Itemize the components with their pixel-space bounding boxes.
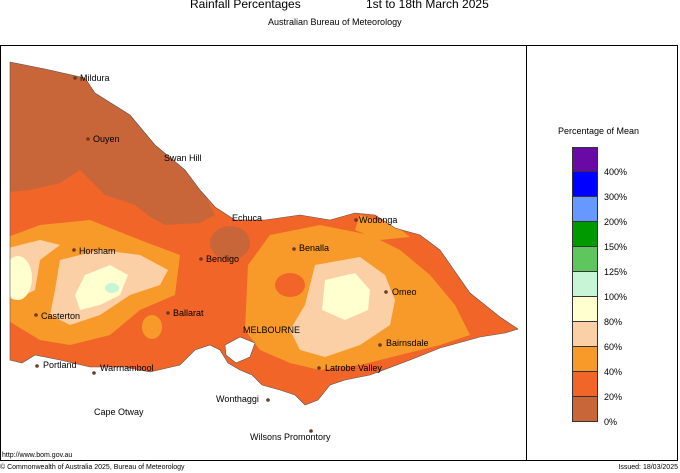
map-period: 1st to 18th March 2025 <box>366 0 489 11</box>
legend-swatch <box>572 347 598 372</box>
place-label-warrnambool: Warrnambool <box>100 363 154 373</box>
legend-swatch <box>572 197 598 222</box>
legend-title: Percentage of Mean <box>558 126 640 136</box>
legend-swatch <box>572 222 598 247</box>
place-label-horsham: Horsham <box>79 246 116 256</box>
map-title: Rainfall Percentages <box>190 0 301 11</box>
legend-swatch <box>572 247 598 272</box>
legend-label: 100% <box>604 292 628 302</box>
place-label-ouyen: Ouyen <box>93 134 120 144</box>
legend-label: 125% <box>604 267 628 277</box>
place-label-ballarat: Ballarat <box>173 308 204 318</box>
place-label-bendigo: Bendigo <box>206 254 240 264</box>
legend-swatch <box>572 172 598 197</box>
footer-url: http://www.bom.gov.au <box>2 452 73 459</box>
place-label-latrobe-valley: Latrobe Valley <box>325 363 382 373</box>
place-label-echuca: Echuca <box>232 213 263 223</box>
legend-swatch <box>572 272 598 297</box>
agency-subtitle: Australian Bureau of Meteorology <box>268 17 402 27</box>
place-label-swan-hill: Swan Hill <box>164 153 202 163</box>
place-label-bairnsdale: Bairnsdale <box>386 338 429 348</box>
title-row: Rainfall Percentages 1st to 18th March 2… <box>0 0 680 12</box>
place-label-melbourne: MELBOURNE <box>243 325 301 335</box>
legend-label: 60% <box>604 342 623 352</box>
footer-issued: Issued: 18/03/2025 <box>618 464 678 471</box>
legend-swatch <box>572 397 598 422</box>
legend-label: 20% <box>604 392 623 402</box>
map-frame <box>0 45 678 461</box>
legend-label: 0% <box>604 417 618 427</box>
legend-label: 80% <box>604 317 623 327</box>
legend-label: 400% <box>604 167 628 177</box>
place-label-omeo: Omeo <box>392 287 417 297</box>
legend-swatch <box>572 372 598 397</box>
place-label-wonthaggi: Wonthaggi <box>216 394 259 404</box>
place-label-casterton: Casterton <box>41 311 81 321</box>
place-label-wodonga: Wodonga <box>359 215 398 225</box>
place-label-mildura: Mildura <box>80 73 110 83</box>
place-dots <box>34 76 388 433</box>
legend-swatch <box>572 297 598 322</box>
place-label-cape-otway: Cape Otway <box>94 407 144 417</box>
legend-swatch <box>572 322 598 347</box>
place-label-benalla: Benalla <box>299 243 330 253</box>
legend-label: 300% <box>604 192 628 202</box>
place-label-wilsons-promontory: Wilsons Promontory <box>250 432 331 442</box>
legend-label: 200% <box>604 217 628 227</box>
victoria-rainfall-map <box>9 61 519 433</box>
footer-copyright: © Commonwealth of Australia 2025, Bureau… <box>0 464 185 471</box>
place-label-portland: Portland <box>43 360 77 370</box>
legend-divider <box>526 45 527 461</box>
legend-swatch <box>572 147 598 172</box>
legend-label: 40% <box>604 367 623 377</box>
legend-label: 150% <box>604 242 628 252</box>
